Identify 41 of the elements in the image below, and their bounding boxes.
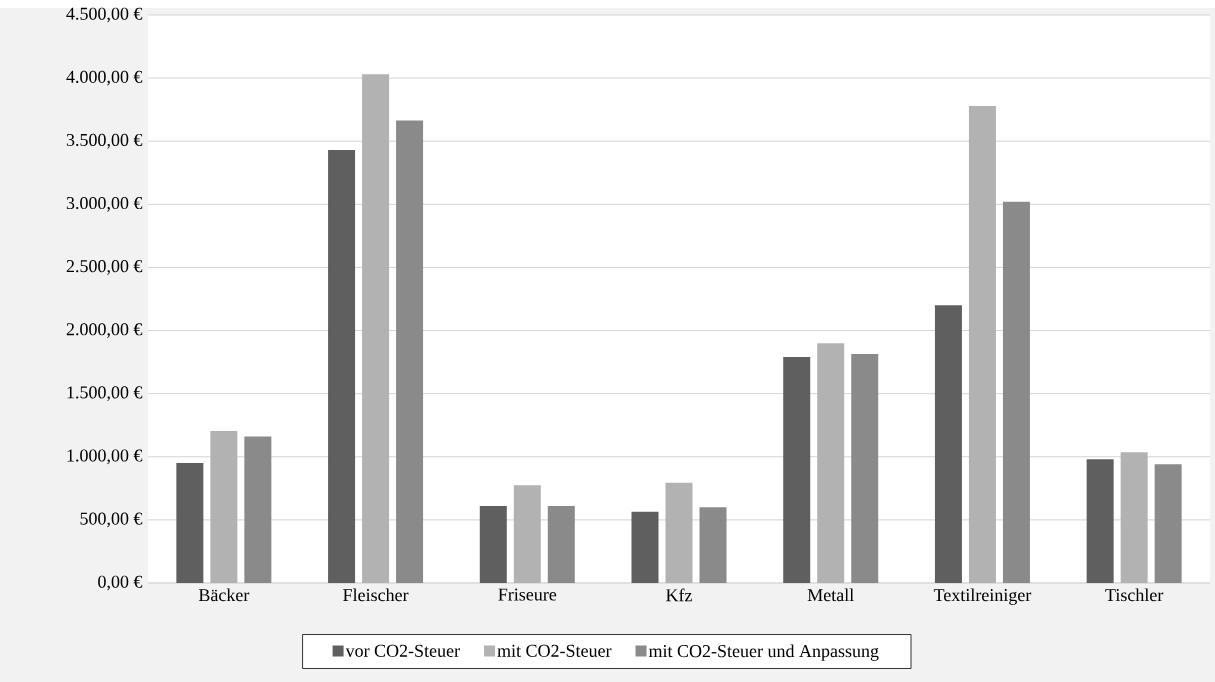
y-tick-label: 1.000,00 €	[67, 449, 143, 465]
y-tick-label: 3.000,00 €	[66, 196, 143, 212]
legend-label: mit CO2-Steuer	[497, 644, 612, 657]
bar	[631, 511, 659, 583]
bar	[699, 507, 727, 583]
bar	[934, 305, 962, 583]
bar	[362, 74, 390, 583]
x-tick-label: Metall	[807, 588, 854, 602]
y-tick-label: 0,00 €	[98, 575, 143, 591]
bar	[547, 506, 575, 583]
y-tick-label: 4.000,00 €	[66, 70, 143, 86]
x-tick-label: Kfz	[666, 588, 692, 602]
legend-label: vor CO2-Steuer	[345, 644, 460, 657]
bar	[1120, 452, 1148, 583]
bar	[1086, 459, 1114, 583]
bar	[328, 150, 356, 583]
bar	[479, 506, 507, 583]
bar	[176, 463, 204, 583]
y-tick-label: 2.500,00 €	[66, 260, 143, 275]
y-tick-label: 4.500,00 €	[66, 7, 143, 23]
bar	[665, 482, 693, 583]
bar	[817, 343, 845, 583]
x-tick-label: Fleischer	[343, 588, 409, 602]
bar	[210, 430, 238, 583]
x-tick-label: Bäcker	[198, 588, 250, 602]
bar	[783, 357, 811, 583]
bar	[1002, 201, 1030, 583]
bar	[968, 105, 996, 583]
y-tick-label: 500,00 €	[80, 512, 143, 528]
legend-label: mit CO2-Steuer und Anpassung	[648, 644, 879, 661]
bar	[851, 353, 879, 583]
y-tick-label: 1.500,00 €	[67, 386, 143, 402]
y-tick-label: 3.500,00 €	[66, 133, 143, 149]
x-tick-label: Tischler	[1105, 588, 1164, 602]
x-tick-label: Textilreiniger	[933, 588, 1032, 605]
bar	[1154, 464, 1182, 583]
x-tick-label: Friseure	[498, 588, 557, 601]
bar	[244, 436, 272, 583]
bar	[396, 120, 424, 583]
bar	[513, 485, 541, 583]
y-tick-label: 2.000,00 €	[66, 323, 143, 338]
